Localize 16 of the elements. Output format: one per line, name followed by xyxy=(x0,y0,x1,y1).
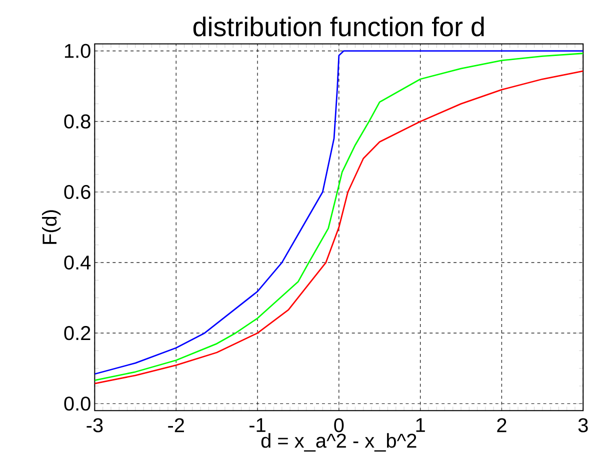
x-tick-label: -2 xyxy=(168,418,184,432)
x-tick-label: 3 xyxy=(578,418,588,432)
y-tick-label: 0.0 xyxy=(64,396,90,410)
x-tick-label: -3 xyxy=(86,418,103,432)
x-axis-title: d = x_a^2 - x_b^2 xyxy=(261,432,416,452)
y-tick-label: 0.8 xyxy=(64,114,90,128)
x-tick-label: 1 xyxy=(416,418,425,432)
y-tick-label: 0.6 xyxy=(64,184,90,199)
x-tick-label: 0 xyxy=(334,418,344,432)
chart-title: distribution function for d xyxy=(193,16,484,36)
y-tick-label: 1.0 xyxy=(64,44,90,58)
y-axis-title: F(d) xyxy=(42,210,61,244)
y-tick-label: 0.4 xyxy=(64,255,91,270)
y-tick-label: 0.2 xyxy=(64,326,90,340)
x-tick-label: -1 xyxy=(250,418,266,432)
x-tick-label: 2 xyxy=(497,418,506,432)
